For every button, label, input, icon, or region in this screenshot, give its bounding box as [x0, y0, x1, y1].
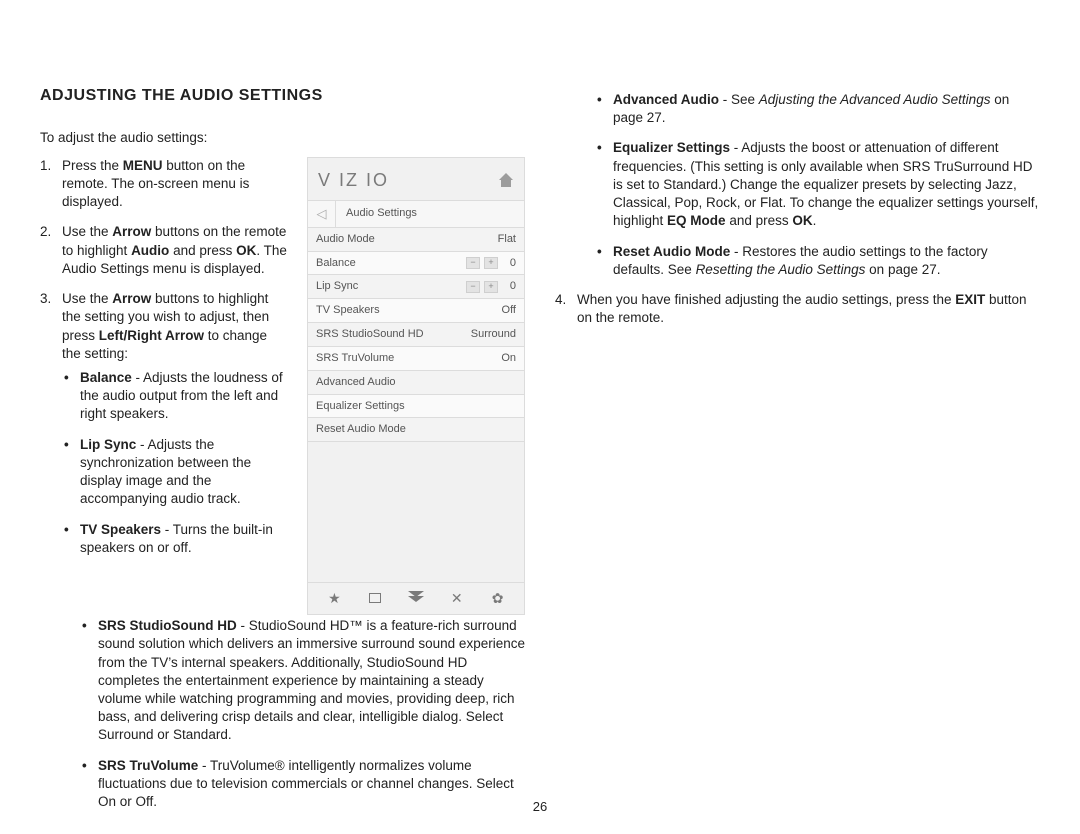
vizio-logo: V IZ IO: [318, 168, 389, 192]
bullet-reset: Reset Audio Mode - Restores the audio se…: [595, 243, 1040, 279]
menu-row[interactable]: SRS StudioSound HD Surround: [308, 323, 524, 347]
step-1: Press the MENU button on the remote. The…: [40, 157, 289, 212]
close-icon[interactable]: ✕: [448, 589, 466, 608]
menu-title: Audio Settings: [336, 202, 427, 225]
slider-value: 0: [502, 279, 516, 294]
page-content: ADJUSTING THE AUDIO SETTINGS To adjust t…: [40, 85, 1040, 823]
section-heading: ADJUSTING THE AUDIO SETTINGS: [40, 85, 525, 107]
menu-row-label: Reset Audio Mode: [316, 422, 406, 437]
slider-value: 0: [502, 256, 516, 271]
menu-row-label: SRS TruVolume: [316, 351, 394, 366]
page-number: 26: [0, 798, 1080, 816]
menu-row-label: Balance: [316, 256, 356, 271]
menu-row-value: On: [501, 351, 516, 366]
plus-icon[interactable]: +: [484, 257, 498, 269]
minus-icon[interactable]: −: [466, 281, 480, 293]
slider-control[interactable]: −+0: [466, 279, 516, 294]
bullet-equalizer: Equalizer Settings - Adjusts the boost o…: [595, 139, 1040, 230]
menu-rows: Audio Mode Flat Balance −+0 Lip Sync −+0 TV Sp…: [308, 228, 524, 443]
intro-text: To adjust the audio settings:: [40, 129, 525, 147]
menu-row-label: Lip Sync: [316, 279, 358, 294]
bullet-tv-speakers: TV Speakers - Turns the built-in speaker…: [62, 521, 289, 557]
menu-row-value: Off: [502, 303, 516, 318]
step-3: Use the Arrow buttons to highlight the s…: [40, 290, 289, 557]
menu-row[interactable]: Audio Mode Flat: [308, 228, 524, 252]
back-icon[interactable]: ◁: [308, 201, 336, 227]
menu-row-value: Flat: [498, 232, 516, 247]
menu-row-label: SRS StudioSound HD: [316, 327, 424, 342]
step-2: Use the Arrow buttons on the remote to h…: [40, 223, 289, 278]
menu-row-label: Audio Mode: [316, 232, 375, 247]
wide-icon[interactable]: [366, 589, 384, 608]
home-icon[interactable]: [500, 173, 514, 187]
star-icon[interactable]: ★: [325, 589, 343, 608]
menu-row-label: Equalizer Settings: [316, 399, 405, 414]
menu-row[interactable]: TV Speakers Off: [308, 299, 524, 323]
menu-row[interactable]: SRS TruVolume On: [308, 347, 524, 371]
vizio-menu: V IZ IO ◁ Audio Settings Audio Mode Flat B…: [307, 157, 525, 615]
v-icon[interactable]: [407, 589, 425, 608]
plus-icon[interactable]: +: [484, 281, 498, 293]
bullet-advanced-audio: Advanced Audio - See Adjusting the Advan…: [595, 91, 1040, 127]
left-column: ADJUSTING THE AUDIO SETTINGS To adjust t…: [40, 85, 525, 823]
menu-row[interactable]: Lip Sync −+0: [308, 275, 524, 299]
menu-row[interactable]: Advanced Audio: [308, 371, 524, 395]
gear-icon[interactable]: ✿: [489, 589, 507, 608]
right-column: Advanced Audio - See Adjusting the Advan…: [555, 85, 1040, 823]
bullet-balance: Balance - Adjusts the loudness of the au…: [62, 369, 289, 424]
menu-row-value: Surround: [471, 327, 516, 342]
menu-row[interactable]: Balance −+0: [308, 252, 524, 276]
menu-row-label: TV Speakers: [316, 303, 380, 318]
step-4: When you have finished adjusting the aud…: [555, 291, 1040, 327]
menu-row[interactable]: Equalizer Settings: [308, 395, 524, 419]
menu-row[interactable]: Reset Audio Mode: [308, 418, 524, 442]
menu-row-label: Advanced Audio: [316, 375, 396, 390]
menu-footer: ★ ✕ ✿: [308, 582, 524, 614]
bullet-srs-studiosound: SRS StudioSound HD - StudioSound HD™ is …: [80, 617, 525, 745]
bullet-lip-sync: Lip Sync - Adjusts the synchronization b…: [62, 436, 289, 509]
steps-list: Press the MENU button on the remote. The…: [40, 157, 289, 557]
minus-icon[interactable]: −: [466, 257, 480, 269]
slider-control[interactable]: −+0: [466, 256, 516, 271]
